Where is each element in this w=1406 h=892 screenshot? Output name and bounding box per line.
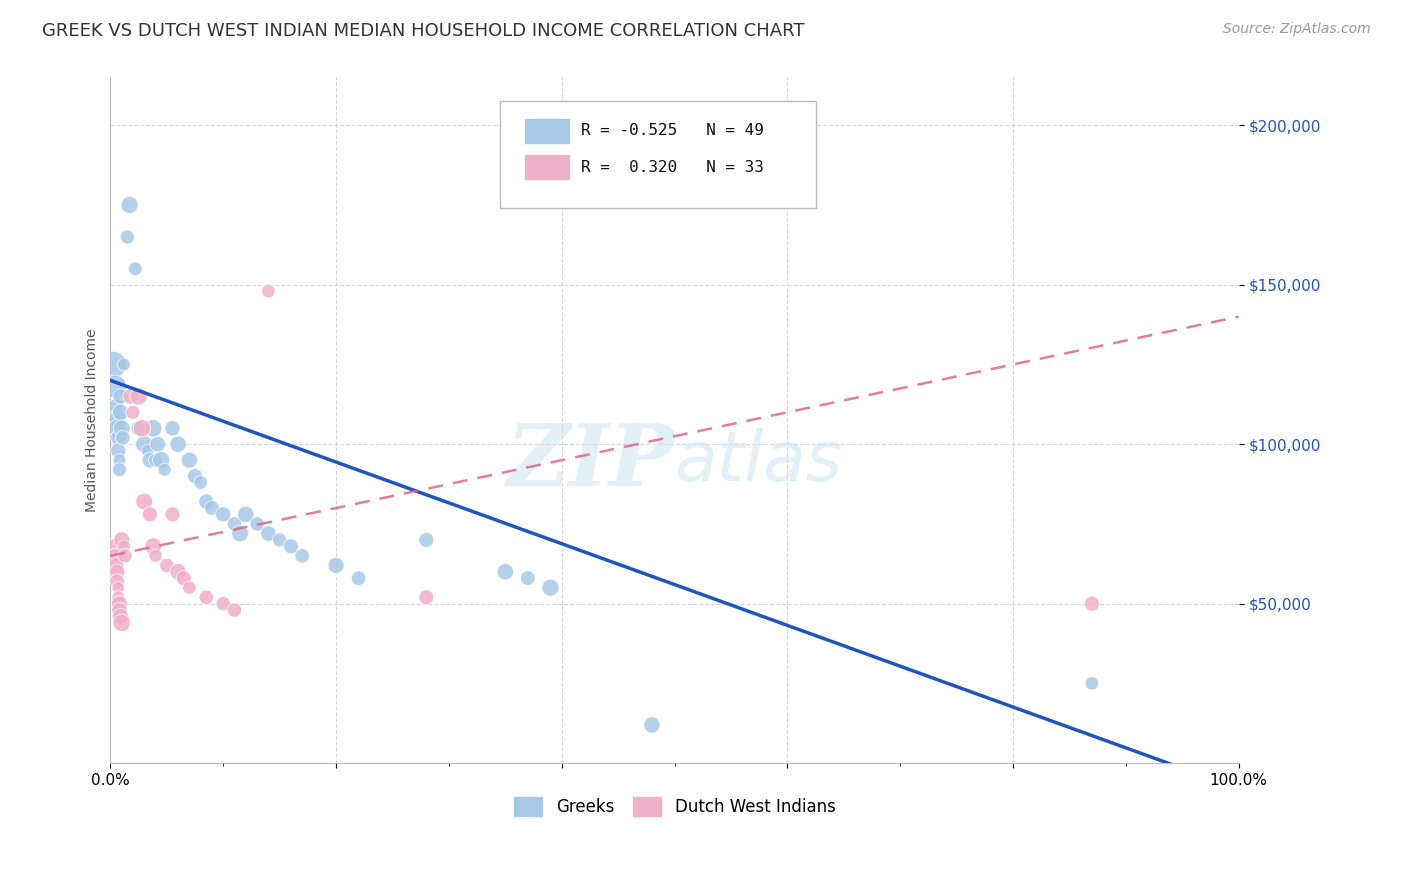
Point (415, 591, 437, 605)
Point (201, 500, 224, 515)
Point (269, 533, 291, 547)
Text: GREEK VS DUTCH WEST INDIAN MEDIAN HOUSEHOLD INCOME CORRELATION CHART: GREEK VS DUTCH WEST INDIAN MEDIAN HOUSEH… (42, 22, 804, 40)
Point (184, 469, 207, 483)
Point (108, 463, 131, 477)
Point (516, 571, 538, 585)
Point (224, 516, 246, 531)
Point (107, 431, 129, 445)
FancyBboxPatch shape (524, 118, 569, 144)
Y-axis label: Median Household Income: Median Household Income (86, 328, 100, 512)
Point (280, 539, 302, 553)
Point (105, 574, 128, 589)
Point (134, 437, 156, 451)
Text: ZIP: ZIP (506, 419, 675, 503)
Text: atlas: atlas (675, 428, 842, 495)
Point (150, 453, 173, 467)
Point (114, 549, 136, 563)
Point (195, 591, 218, 605)
Point (107, 443, 129, 458)
Point (291, 549, 314, 563)
Point (145, 453, 167, 467)
Point (111, 533, 134, 547)
Point (136, 443, 159, 458)
Point (538, 581, 561, 595)
Point (111, 421, 134, 435)
Point (139, 453, 162, 467)
Point (110, 389, 132, 403)
Point (104, 380, 127, 394)
Point (156, 558, 179, 573)
Point (162, 421, 184, 435)
Point (142, 421, 165, 435)
Point (257, 284, 280, 298)
Point (105, 421, 128, 435)
Point (104, 549, 127, 563)
Point (173, 571, 195, 585)
Point (212, 508, 235, 522)
Text: Source: ZipAtlas.com: Source: ZipAtlas.com (1223, 22, 1371, 37)
Point (153, 463, 176, 477)
Point (1081, 597, 1104, 611)
Point (641, 718, 664, 732)
Point (146, 437, 169, 451)
Point (167, 565, 190, 579)
Point (179, 581, 201, 595)
Point (105, 565, 128, 579)
Point (128, 421, 150, 435)
Point (229, 526, 252, 541)
Point (118, 198, 141, 212)
Text: R =  0.320   N = 33: R = 0.320 N = 33 (581, 160, 763, 175)
Point (110, 405, 132, 419)
FancyBboxPatch shape (499, 102, 815, 208)
Point (107, 591, 129, 605)
Point (131, 421, 153, 435)
Point (1081, 676, 1104, 690)
Point (103, 358, 125, 372)
Point (108, 603, 131, 617)
Point (112, 358, 135, 372)
Point (134, 494, 156, 508)
Point (111, 431, 134, 445)
Point (108, 597, 131, 611)
Point (105, 558, 128, 573)
Point (257, 526, 280, 541)
Point (325, 558, 347, 573)
Point (105, 399, 128, 413)
Point (139, 508, 162, 522)
Text: R = -0.525   N = 49: R = -0.525 N = 49 (581, 123, 763, 138)
Point (195, 494, 218, 508)
Point (179, 453, 201, 467)
Point (111, 615, 134, 630)
Legend: Greeks, Dutch West Indians: Greeks, Dutch West Indians (506, 789, 842, 823)
Point (117, 230, 139, 244)
Point (145, 549, 167, 563)
Point (167, 437, 190, 451)
Point (122, 405, 145, 419)
Point (235, 508, 257, 522)
Point (190, 475, 212, 490)
Point (120, 389, 142, 403)
Point (110, 609, 132, 624)
Point (128, 389, 150, 403)
Point (112, 539, 135, 553)
Point (162, 508, 184, 522)
Point (142, 539, 165, 553)
Point (415, 533, 437, 547)
Point (347, 571, 370, 585)
Point (124, 261, 146, 276)
Point (107, 581, 129, 595)
Point (108, 453, 131, 467)
Point (224, 603, 246, 617)
Point (212, 597, 235, 611)
Point (105, 411, 128, 425)
Point (494, 565, 516, 579)
Point (246, 516, 269, 531)
FancyBboxPatch shape (524, 154, 569, 180)
Point (103, 539, 125, 553)
